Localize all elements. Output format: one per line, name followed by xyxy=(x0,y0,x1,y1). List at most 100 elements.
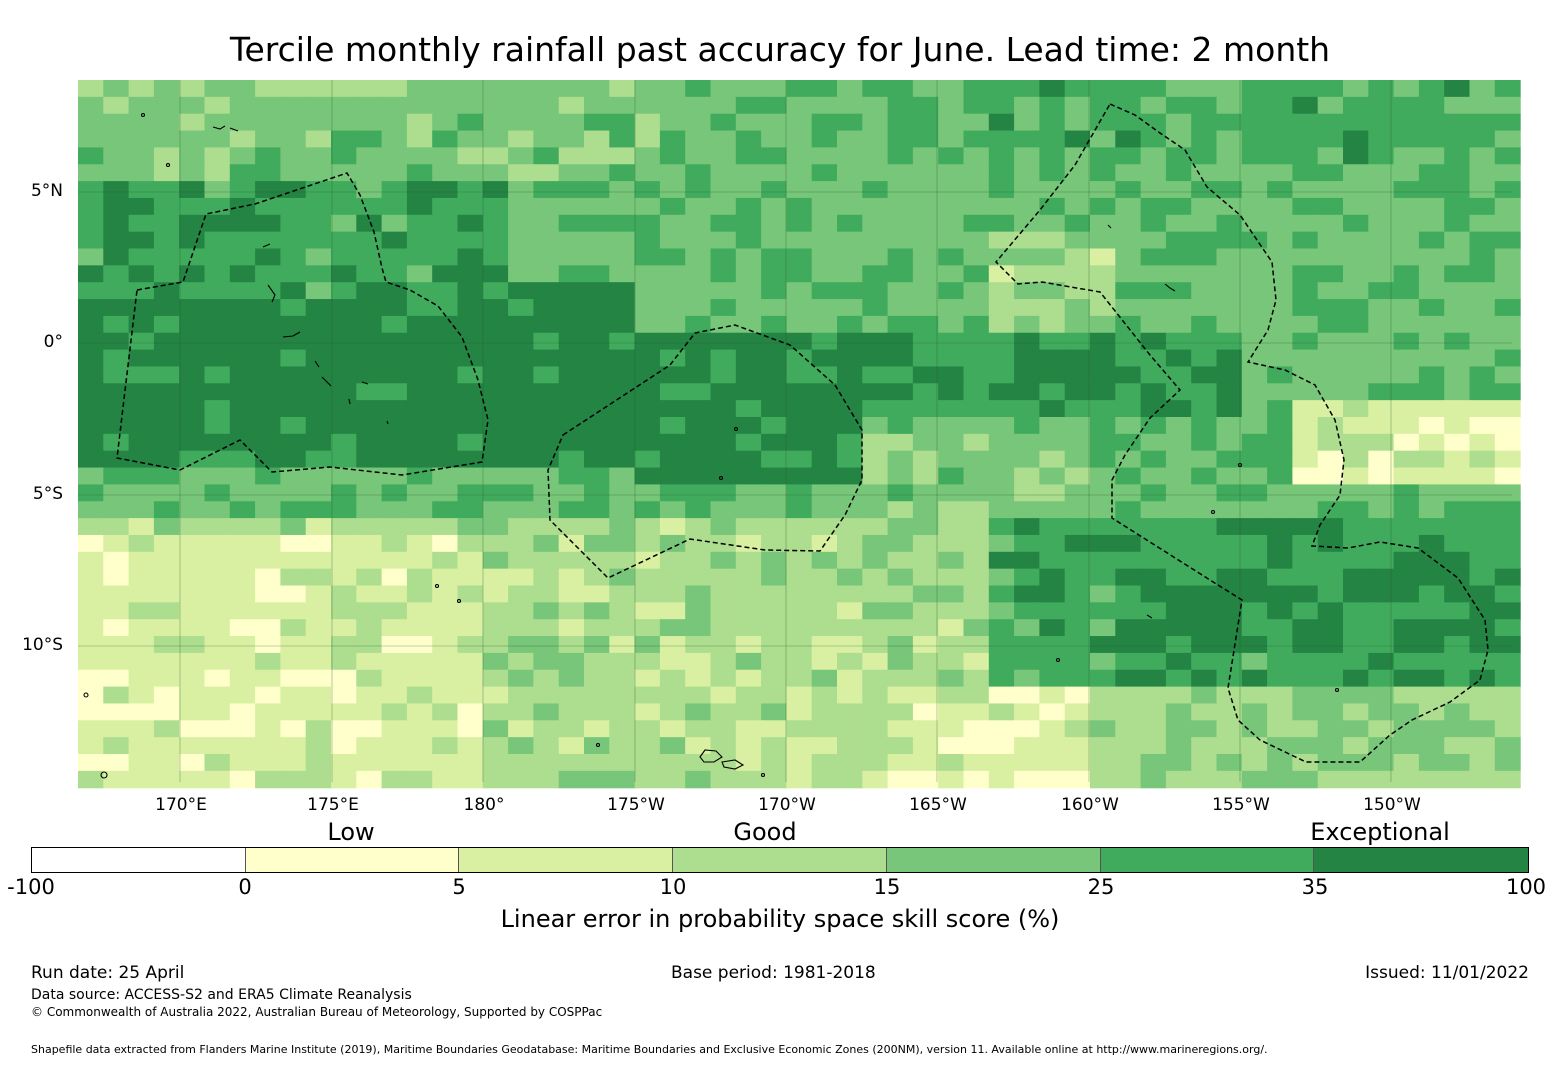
skill-cell xyxy=(255,113,281,132)
skill-cell xyxy=(179,130,206,148)
skill-cell xyxy=(1115,366,1142,384)
skill-cell xyxy=(1393,433,1420,452)
skill-cell xyxy=(1368,231,1395,250)
skill-cell xyxy=(735,703,762,721)
eez-line-islands xyxy=(994,103,1489,763)
skill-cell xyxy=(1140,636,1167,654)
legend-category-low: Low xyxy=(327,818,375,846)
skill-cell xyxy=(482,349,509,368)
skill-cell xyxy=(128,450,155,469)
skill-cell xyxy=(786,265,813,283)
skill-cell xyxy=(78,80,104,98)
skill-cell xyxy=(1292,147,1319,165)
skill-cell xyxy=(1191,164,1218,182)
skill-cell xyxy=(1014,467,1040,485)
skill-cell xyxy=(1039,417,1066,435)
skill-cell xyxy=(685,568,712,587)
skill-cell xyxy=(179,754,206,772)
skill-cell xyxy=(887,113,914,132)
skill-cell xyxy=(1267,636,1293,654)
skill-cell xyxy=(811,400,838,418)
skill-cell xyxy=(963,282,990,300)
skill-cell xyxy=(103,349,130,368)
skill-cell xyxy=(1115,113,1142,132)
skill-cell xyxy=(1368,602,1395,620)
skill-cell xyxy=(988,686,1015,705)
skill-cell xyxy=(938,602,965,620)
skill-cell xyxy=(887,332,914,351)
skill-cell xyxy=(786,686,813,705)
skill-cell xyxy=(406,501,433,519)
skill-cell xyxy=(1393,501,1420,519)
skill-cell xyxy=(862,349,889,368)
skill-cell xyxy=(229,433,256,452)
colorbar-segment-6 xyxy=(1100,848,1315,872)
skill-cell xyxy=(659,770,686,789)
skill-cell xyxy=(153,669,180,688)
skill-cell xyxy=(558,231,585,250)
skill-cell xyxy=(356,181,383,199)
skill-cell xyxy=(1014,669,1040,688)
skill-cell xyxy=(1418,332,1445,351)
skill-cell xyxy=(584,568,610,587)
skill-cell xyxy=(558,433,585,452)
skill-cell xyxy=(1090,770,1116,789)
skill-cell xyxy=(887,366,914,384)
skill-cell xyxy=(457,467,484,485)
skill-cell xyxy=(78,534,104,553)
skill-cell xyxy=(1090,467,1116,485)
skill-cell xyxy=(305,568,332,587)
skill-cell xyxy=(1115,383,1142,401)
skill-cell xyxy=(1090,366,1116,384)
skill-cell xyxy=(1343,585,1369,603)
skill-cell xyxy=(406,383,433,401)
skill-cell xyxy=(103,518,130,536)
skill-cell xyxy=(862,400,889,418)
skill-cell xyxy=(1241,636,1268,654)
skill-cell xyxy=(305,231,332,250)
skill-cell xyxy=(1418,231,1445,250)
skill-cell xyxy=(1216,80,1243,98)
skill-cell xyxy=(280,703,307,721)
skill-cell xyxy=(659,197,686,216)
skill-cell xyxy=(1191,484,1218,502)
skill-cell xyxy=(103,366,130,384)
skill-cell xyxy=(508,147,534,165)
skill-cell xyxy=(558,282,585,300)
skill-cell xyxy=(103,720,130,738)
skill-cell xyxy=(508,282,534,300)
skill-cell xyxy=(482,130,509,148)
skill-cell xyxy=(255,450,281,469)
skill-cell xyxy=(280,248,307,266)
skill-cell xyxy=(685,433,712,452)
skill-cell xyxy=(634,518,661,536)
skill-cell xyxy=(1140,332,1167,351)
skill-cell xyxy=(735,602,762,620)
skill-cell xyxy=(1140,417,1167,435)
skill-cell xyxy=(533,467,560,485)
skill-cell xyxy=(735,484,762,502)
skill-cell xyxy=(1165,80,1192,98)
skill-cell xyxy=(685,130,712,148)
skill-cell xyxy=(1267,147,1293,165)
skill-cell xyxy=(584,686,610,705)
skill-cell xyxy=(1039,619,1066,637)
skill-cell xyxy=(1140,703,1167,721)
skill-cell xyxy=(1140,282,1167,300)
skill-cell xyxy=(659,669,686,688)
skill-cell xyxy=(533,619,560,637)
skill-cell xyxy=(128,619,155,637)
skill-cell xyxy=(1165,602,1192,620)
skill-cell xyxy=(938,164,965,182)
skill-cell xyxy=(381,652,408,671)
skill-cell xyxy=(432,113,459,132)
skill-cell xyxy=(735,214,762,233)
skill-cell xyxy=(1191,197,1218,216)
skill-cell xyxy=(1241,164,1268,182)
skill-cell xyxy=(508,703,534,721)
skill-cell xyxy=(1343,602,1369,620)
skill-cell xyxy=(912,164,939,182)
skill-cell xyxy=(128,248,155,266)
skill-cell xyxy=(482,585,509,603)
skill-cell xyxy=(735,568,762,587)
